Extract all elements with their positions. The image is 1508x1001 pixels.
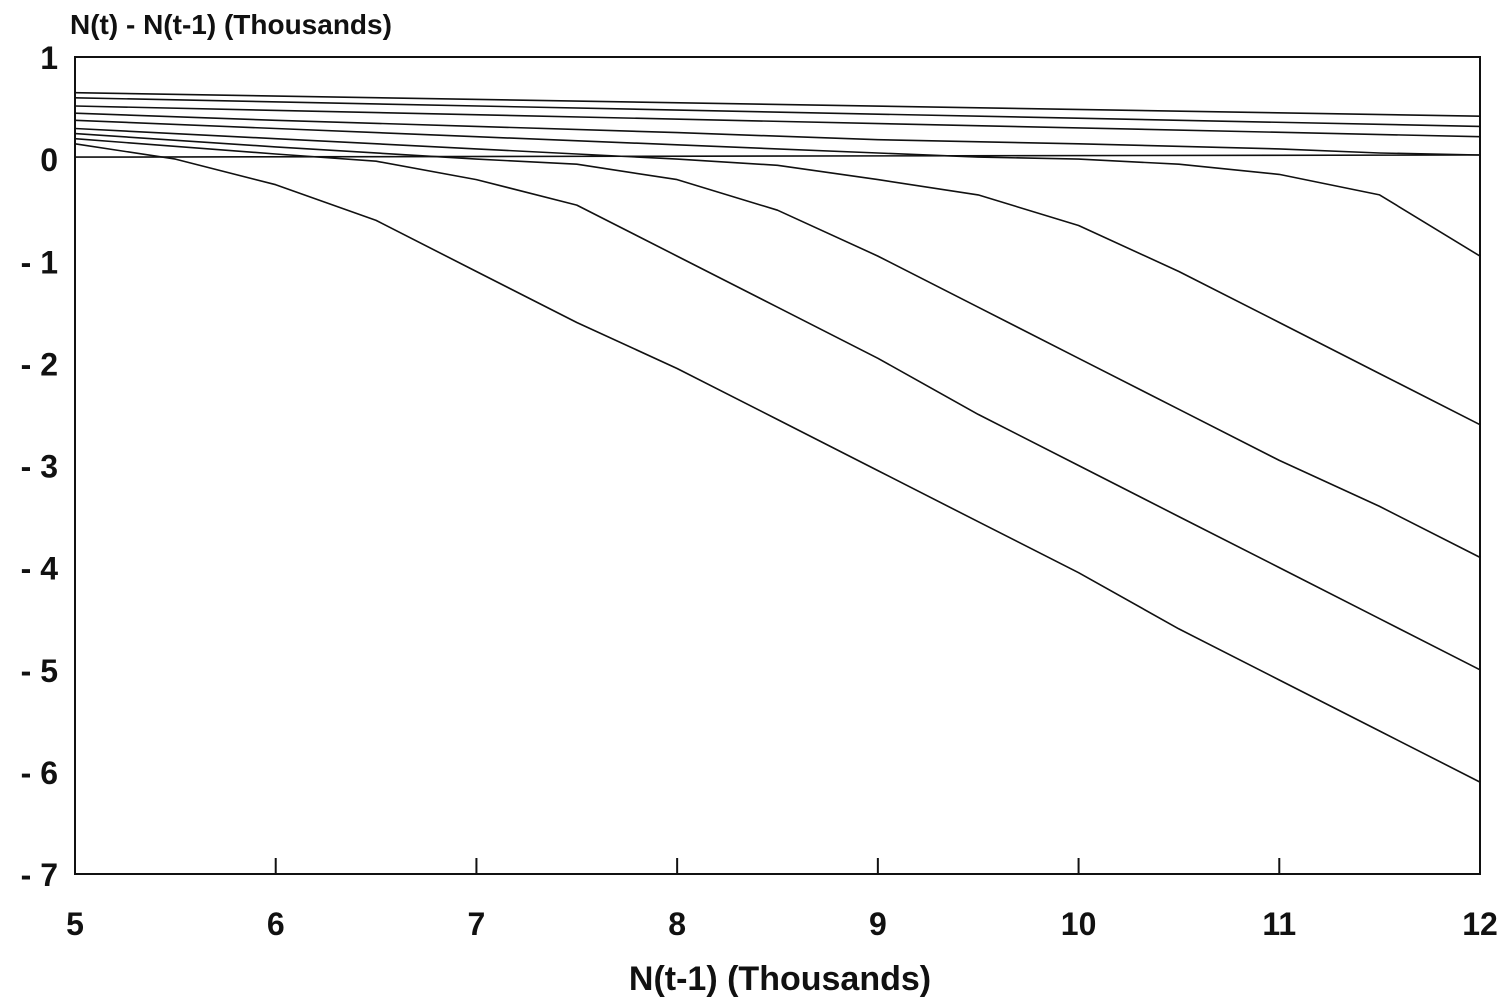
y-tick-label: - 6 [21,755,58,791]
series-line-2 [74,97,1481,128]
x-tick-label: 12 [1462,906,1498,942]
x-axis-title: N(t-1) (Thousands) [629,960,931,998]
y-tick-label: - 1 [21,244,58,280]
series-line-3 [74,105,1481,138]
series-line-6 [74,119,1481,257]
y-tick-label: - 5 [21,653,58,689]
x-tick-label: 9 [869,906,887,942]
x-tick-label: 5 [66,906,84,942]
x-tick-label: 10 [1061,906,1097,942]
series-line-4 [74,112,1481,156]
plot-frame [74,56,1481,875]
series-line-1 [74,91,1481,117]
series-line-10 [74,143,1481,783]
x-tick-label: 7 [468,906,486,942]
y-tick-label: 1 [40,40,58,76]
y-tick-label: 0 [40,142,58,178]
y-tick-label: - 7 [21,857,58,893]
series-line-9 [74,137,1481,671]
series-line-7 [74,127,1481,426]
y-axis: 1 0 - 1 - 2 - 3 - 4 - 5 - 6 - 7 [21,40,59,893]
x-tick-label: 11 [1262,906,1296,942]
y-tick-label: - 2 [21,346,58,382]
y-axis-title: N(t) - N(t-1) (Thousands) [70,9,392,40]
series-line-8 [74,132,1481,559]
y-tick-label: - 3 [21,449,58,485]
series-lines [74,91,1481,783]
x-tick-label: 6 [267,906,285,942]
y-tick-label: - 4 [21,551,59,587]
x-tick-label: 8 [668,906,686,942]
x-axis: 5 6 7 8 9 10 11 12 [66,858,1498,942]
